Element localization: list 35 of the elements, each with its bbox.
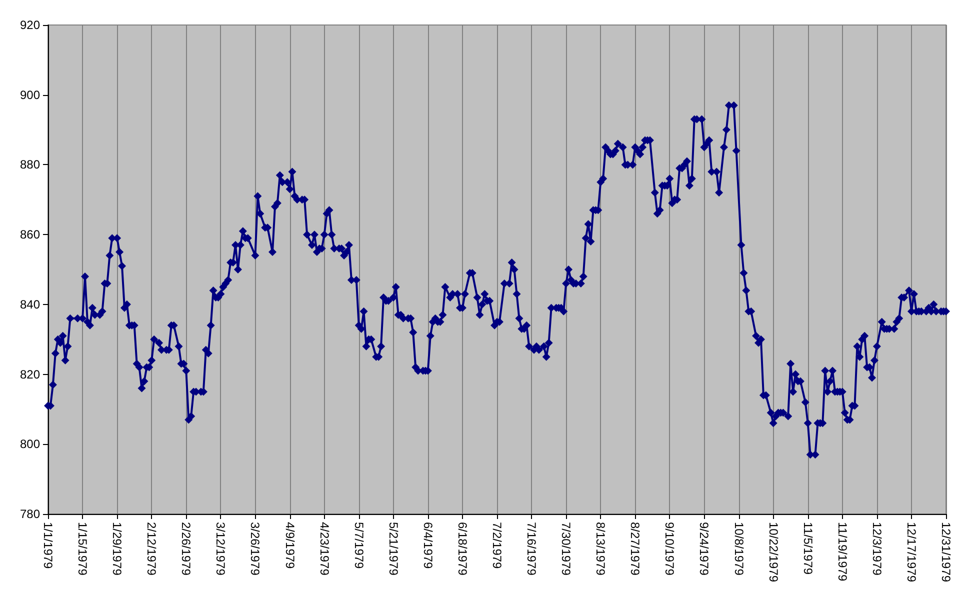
x-tick-label: 5/7/1979 xyxy=(352,522,366,570)
y-tick-label: 920 xyxy=(20,18,40,32)
x-tick-label: 3/26/1979 xyxy=(248,522,262,576)
x-tick-label: 2/26/1979 xyxy=(179,522,194,576)
x-tick-label: 1/1/1979 xyxy=(41,522,55,570)
x-tick-label: 12/3/1979 xyxy=(870,522,884,576)
x-tick-label: 3/12/1979 xyxy=(214,522,228,576)
y-tick-label: 880 xyxy=(20,158,40,172)
x-tick-label: 7/2/1979 xyxy=(490,522,504,570)
y-tick-label: 800 xyxy=(20,437,40,452)
x-tick-label: 2/12/1979 xyxy=(144,522,159,576)
x-tick-label: 10/8/1979 xyxy=(732,522,746,576)
x-tick-label: 7/16/1979 xyxy=(524,522,539,576)
x-tick-label: 8/27/1979 xyxy=(628,522,642,576)
y-tick-label: 780 xyxy=(20,507,40,521)
x-tick-label: 5/21/1979 xyxy=(386,522,400,576)
x-tick-label: 12/17/1979 xyxy=(904,522,918,582)
y-tick-label: 860 xyxy=(20,228,40,242)
y-tick-label: 820 xyxy=(20,367,40,382)
x-tick-label: 8/13/1979 xyxy=(594,522,608,576)
x-tick-label: 6/18/1979 xyxy=(455,522,470,576)
x-tick-label: 12/31/1979 xyxy=(939,522,953,582)
x-tick-label: 1/29/1979 xyxy=(110,522,124,576)
x-tick-label: 6/4/1979 xyxy=(420,522,435,570)
x-tick-label: 9/10/1979 xyxy=(662,522,677,576)
y-tick-label: 840 xyxy=(20,297,40,312)
x-tick-label: 10/22/1979 xyxy=(766,522,780,582)
x-tick-label: 4/9/1979 xyxy=(282,522,297,570)
x-tick-label: 1/15/1979 xyxy=(76,522,90,576)
x-tick-label: 11/19/1979 xyxy=(835,522,850,582)
x-tick-label: 11/5/1979 xyxy=(800,522,815,575)
x-tick-label: 4/23/1979 xyxy=(317,522,332,576)
x-tick-label: 9/24/1979 xyxy=(697,522,712,576)
x-tick-label: 7/30/1979 xyxy=(559,522,574,576)
y-tick-label: 900 xyxy=(20,88,40,102)
